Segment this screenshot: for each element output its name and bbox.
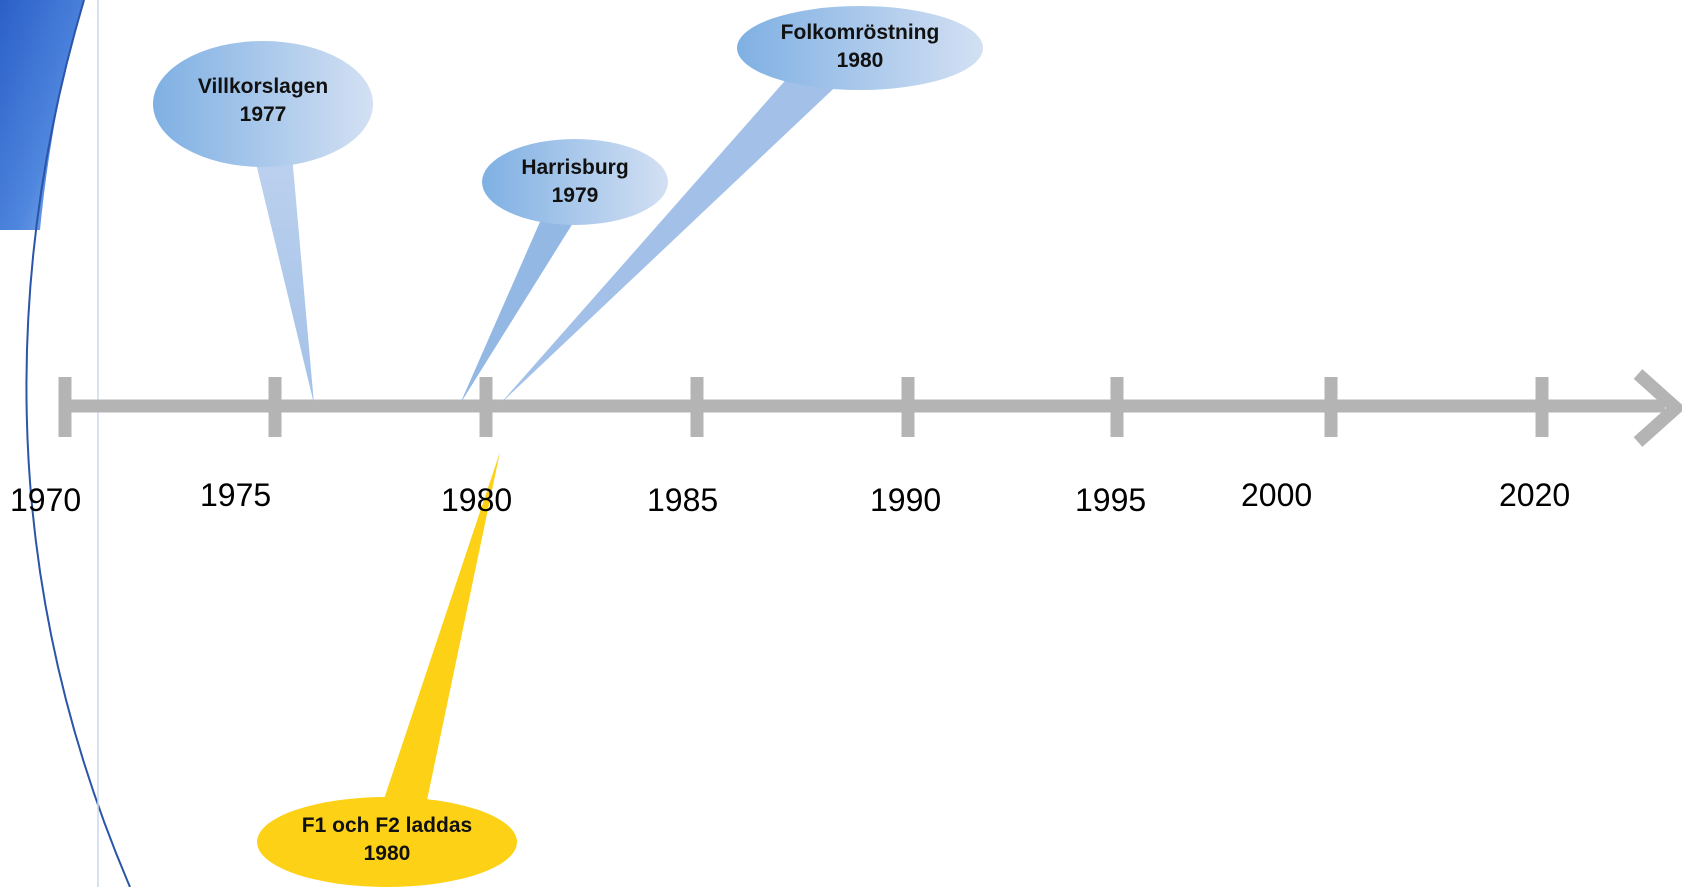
folkomrostning-bubble	[737, 6, 983, 90]
year-label-1995: 1995	[1075, 482, 1147, 518]
folkomrostning-year: 1980	[836, 49, 884, 72]
year-label-1975: 1975	[200, 477, 272, 513]
villkorslagen-name: Villkorslagen	[197, 75, 329, 98]
corner-decoration	[0, 0, 131, 888]
year-label-1990: 1990	[870, 482, 942, 518]
harrisburg-bubble	[482, 139, 668, 225]
harrisburg-pointer	[460, 215, 578, 404]
timeline-axis	[65, 369, 1682, 447]
year-label-1985: 1985	[647, 482, 719, 518]
harrisburg-name: Harrisburg	[521, 156, 629, 179]
harrisburg-label: Harrisburg 1979	[521, 154, 628, 210]
axis-arrowhead	[1633, 369, 1682, 447]
year-label-2020: 2020	[1499, 477, 1571, 513]
axis-ticks	[58, 377, 1549, 437]
year-label-1980: 1980	[441, 482, 513, 518]
event-callouts	[153, 6, 983, 887]
folkomrostning-pointer	[500, 75, 848, 404]
f1-f2-year: 1980	[363, 842, 411, 865]
f1-f2-pointer	[382, 452, 500, 805]
blue-corner-shape	[0, 0, 84, 230]
margin-arc	[25, 0, 131, 888]
folkomrostning-label: Folkomröstning 1980	[781, 19, 940, 75]
f1-f2-bubble	[257, 797, 517, 887]
villkorslagen-label: Villkorslagen 1977	[198, 73, 328, 129]
folkomrostning-name: Folkomröstning	[780, 21, 940, 44]
year-label-1970: 1970	[10, 482, 82, 518]
villkorslagen-pointer	[254, 155, 314, 404]
villkorslagen-bubble	[153, 41, 373, 167]
villkorslagen-year: 1977	[239, 103, 287, 126]
f1-f2-label: F1 och F2 laddas 1980	[302, 812, 472, 868]
f1-f2-name: F1 och F2 laddas	[301, 814, 473, 837]
year-label-2000: 2000	[1241, 477, 1313, 513]
harrisburg-year: 1979	[551, 184, 599, 207]
